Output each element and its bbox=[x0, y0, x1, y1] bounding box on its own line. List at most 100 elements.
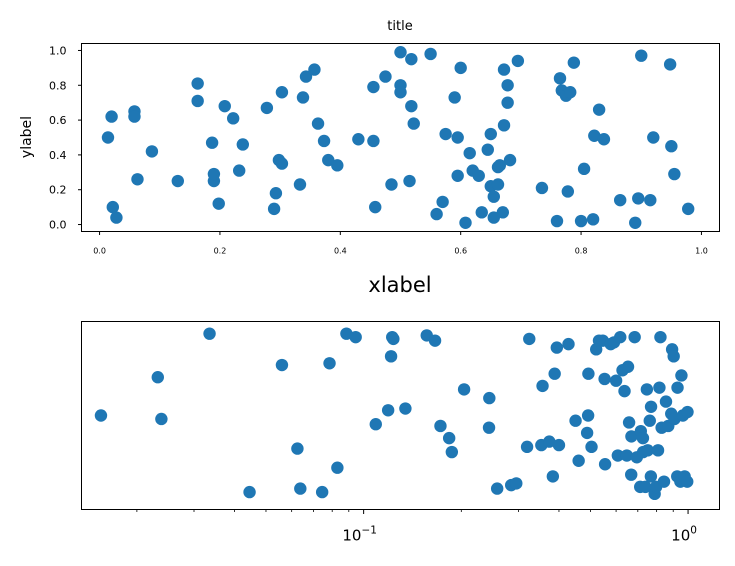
x-tick-label-exponent: −1 bbox=[361, 525, 376, 537]
bottom-axis-ticks: 10−1 100 bbox=[136, 509, 697, 545]
data-point bbox=[618, 384, 631, 398]
data-point bbox=[675, 369, 688, 382]
data-point bbox=[349, 330, 362, 344]
data-point bbox=[667, 350, 680, 363]
data-point bbox=[405, 52, 418, 66]
data-point bbox=[496, 206, 510, 219]
data-point bbox=[448, 91, 461, 104]
data-point bbox=[644, 400, 658, 413]
x-tick-label: 0.2 bbox=[214, 247, 227, 256]
data-point bbox=[523, 332, 536, 346]
x-axis-label: xlabel bbox=[368, 273, 431, 297]
data-point bbox=[569, 414, 582, 427]
data-point bbox=[475, 206, 488, 219]
y-tick-label: 0.2 bbox=[49, 184, 67, 197]
data-point bbox=[379, 70, 392, 83]
data-point bbox=[430, 207, 443, 221]
data-point bbox=[503, 153, 517, 167]
data-point bbox=[424, 47, 437, 61]
data-point bbox=[454, 61, 467, 75]
x-tick-label: 0.6 bbox=[454, 247, 467, 256]
x-tick-label: 0.4 bbox=[334, 247, 347, 256]
data-point bbox=[269, 187, 283, 200]
data-point bbox=[546, 470, 560, 483]
data-point bbox=[493, 159, 507, 172]
x-tick-label-base: 10 bbox=[342, 527, 361, 545]
data-point bbox=[205, 136, 219, 149]
data-point bbox=[641, 444, 654, 457]
data-point bbox=[562, 337, 575, 351]
x-tick-label: 0.8 bbox=[575, 247, 588, 256]
data-point bbox=[636, 431, 650, 445]
data-point bbox=[463, 146, 476, 160]
data-point bbox=[613, 193, 627, 207]
data-point bbox=[457, 383, 471, 396]
data-point bbox=[639, 480, 652, 494]
data-point bbox=[585, 440, 598, 454]
data-point bbox=[483, 391, 496, 405]
data-point bbox=[218, 99, 231, 113]
data-point bbox=[387, 332, 400, 346]
x-tick-label-exponent: 0 bbox=[690, 525, 697, 537]
data-point bbox=[548, 367, 561, 380]
data-point bbox=[586, 213, 600, 226]
data-point bbox=[439, 127, 452, 141]
data-point bbox=[620, 449, 634, 462]
data-point bbox=[597, 133, 611, 146]
data-point bbox=[331, 461, 344, 474]
data-point bbox=[407, 117, 420, 130]
data-point bbox=[581, 409, 595, 422]
data-point bbox=[212, 197, 225, 210]
data-point bbox=[394, 86, 407, 99]
y-axis-label: ylabel bbox=[19, 116, 35, 158]
data-point bbox=[651, 444, 665, 457]
data-point bbox=[501, 96, 514, 109]
top-axis-ticks: 0.0 0.2 0.4 0.6 0.8 1.0 0.0 0.2 0.4 0.6 0.8 1.0 bbox=[49, 44, 708, 255]
data-point bbox=[128, 110, 141, 123]
data-point bbox=[567, 56, 581, 69]
data-point bbox=[625, 468, 638, 481]
data-point bbox=[275, 86, 289, 99]
data-point bbox=[315, 485, 329, 499]
data-point bbox=[291, 442, 304, 455]
y-tick-label: 0.8 bbox=[49, 79, 67, 92]
data-point bbox=[323, 357, 336, 370]
data-point bbox=[668, 167, 681, 181]
data-point bbox=[451, 169, 464, 182]
data-point bbox=[654, 330, 667, 344]
data-point bbox=[299, 70, 313, 83]
data-point bbox=[405, 99, 418, 113]
data-point bbox=[543, 435, 556, 448]
data-point bbox=[609, 374, 623, 387]
data-point bbox=[553, 72, 567, 85]
data-point bbox=[94, 409, 108, 422]
data-point bbox=[577, 162, 591, 176]
y-tick-label: 1.0 bbox=[49, 44, 67, 57]
data-point bbox=[644, 470, 658, 483]
data-point bbox=[442, 431, 456, 445]
data-point bbox=[436, 195, 449, 209]
data-point bbox=[487, 190, 500, 203]
data-point bbox=[640, 383, 654, 396]
y-tick-label: 0.0 bbox=[49, 219, 67, 232]
data-point bbox=[561, 185, 575, 198]
data-point bbox=[384, 350, 398, 363]
data-point bbox=[399, 402, 412, 415]
data-point bbox=[369, 418, 382, 431]
data-point bbox=[155, 412, 168, 426]
data-point bbox=[520, 440, 534, 454]
bottom-scatter-chart: 10−1 100 bbox=[81, 321, 720, 545]
data-point bbox=[322, 153, 335, 167]
data-point bbox=[191, 77, 204, 90]
data-point bbox=[552, 438, 566, 452]
data-point bbox=[428, 334, 442, 347]
data-point bbox=[536, 379, 549, 393]
data-point bbox=[681, 475, 694, 488]
data-point bbox=[647, 131, 660, 144]
data-point bbox=[588, 129, 601, 142]
data-point bbox=[191, 94, 204, 108]
data-point bbox=[131, 173, 144, 186]
x-tick-label: 100 bbox=[671, 525, 697, 545]
